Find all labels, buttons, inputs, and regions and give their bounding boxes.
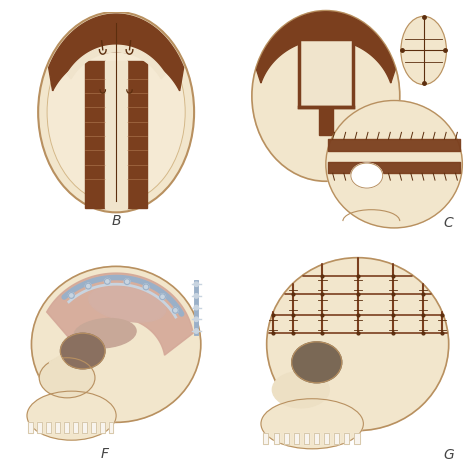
Bar <box>314 433 319 444</box>
Circle shape <box>194 317 199 321</box>
Bar <box>264 433 268 444</box>
Bar <box>64 422 69 433</box>
Polygon shape <box>85 61 105 208</box>
Circle shape <box>69 292 74 298</box>
Bar <box>299 39 353 107</box>
Text: B: B <box>111 214 121 228</box>
Ellipse shape <box>60 333 105 369</box>
Ellipse shape <box>326 100 462 228</box>
Ellipse shape <box>351 163 383 188</box>
Bar <box>28 422 33 433</box>
Bar <box>273 433 279 444</box>
Bar <box>324 433 329 444</box>
Bar <box>284 433 289 444</box>
Bar <box>294 433 299 444</box>
Text: C: C <box>444 216 454 230</box>
Bar <box>294 433 299 444</box>
Polygon shape <box>49 356 67 374</box>
Bar <box>73 422 78 433</box>
Ellipse shape <box>261 399 364 449</box>
Bar <box>91 422 96 433</box>
Circle shape <box>85 283 91 289</box>
Bar <box>55 422 60 433</box>
Circle shape <box>143 284 149 290</box>
Text: G: G <box>443 448 454 463</box>
Ellipse shape <box>39 358 95 398</box>
Bar <box>273 433 279 444</box>
Circle shape <box>173 308 178 313</box>
Circle shape <box>160 294 165 300</box>
Ellipse shape <box>267 258 449 430</box>
Polygon shape <box>127 61 147 208</box>
Ellipse shape <box>401 16 447 84</box>
Bar <box>334 433 339 444</box>
Polygon shape <box>256 12 395 83</box>
Ellipse shape <box>273 372 329 408</box>
Bar <box>37 422 42 433</box>
Bar <box>264 433 268 444</box>
Bar <box>28 422 33 433</box>
Polygon shape <box>344 21 356 39</box>
Bar <box>46 422 51 433</box>
Bar <box>355 433 359 444</box>
Bar <box>109 422 113 433</box>
Bar <box>100 422 105 433</box>
Bar <box>304 433 309 444</box>
Bar <box>334 433 339 444</box>
Bar <box>46 422 51 433</box>
Circle shape <box>124 279 130 284</box>
Bar <box>105 61 127 208</box>
Bar <box>355 433 359 444</box>
Bar <box>73 422 78 433</box>
Circle shape <box>194 329 199 333</box>
Ellipse shape <box>74 319 136 348</box>
Ellipse shape <box>38 12 194 212</box>
Circle shape <box>194 294 199 298</box>
Circle shape <box>194 305 199 310</box>
Polygon shape <box>319 107 333 135</box>
Ellipse shape <box>292 342 342 383</box>
Ellipse shape <box>31 266 201 422</box>
Bar <box>314 433 319 444</box>
Ellipse shape <box>252 10 400 181</box>
Bar <box>100 422 105 433</box>
Bar <box>284 433 289 444</box>
Bar <box>324 433 329 444</box>
Bar <box>345 433 349 444</box>
Bar <box>55 422 60 433</box>
Circle shape <box>194 282 199 286</box>
Bar <box>82 422 87 433</box>
Bar <box>91 422 96 433</box>
Ellipse shape <box>47 21 185 203</box>
Bar <box>299 39 353 107</box>
Polygon shape <box>67 46 165 79</box>
Text: F: F <box>101 447 109 461</box>
Ellipse shape <box>27 391 116 440</box>
Bar <box>109 422 113 433</box>
Circle shape <box>104 278 110 284</box>
Bar <box>64 422 69 433</box>
Bar <box>304 433 309 444</box>
Polygon shape <box>49 14 183 91</box>
Bar <box>82 422 87 433</box>
Polygon shape <box>296 21 308 39</box>
Bar <box>345 433 349 444</box>
Ellipse shape <box>89 286 166 322</box>
Polygon shape <box>46 273 193 355</box>
Bar <box>37 422 42 433</box>
